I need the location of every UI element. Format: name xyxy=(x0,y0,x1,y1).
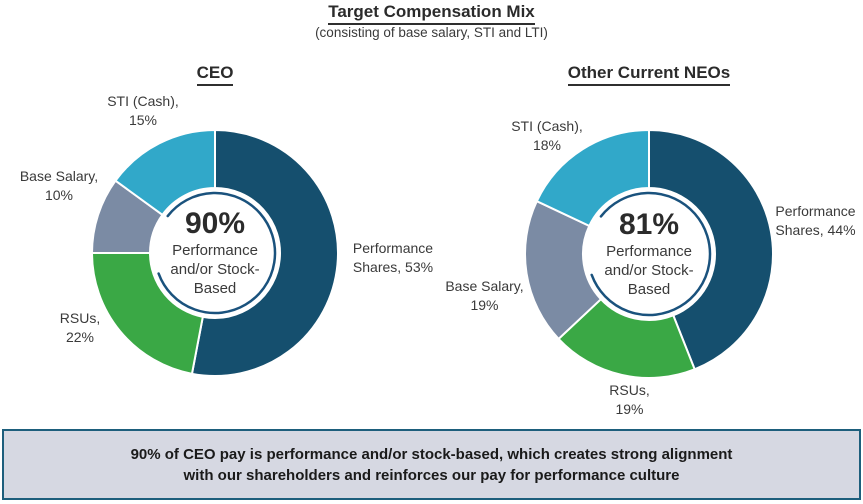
slice-label-line-0: RSUs, xyxy=(609,382,650,398)
slice-label-rsus-ceo: RSUs, 22% xyxy=(30,309,130,346)
slice-label-line-0: Base Salary, xyxy=(19,168,99,184)
donut-center-value-other-current-neos: 81% xyxy=(618,208,680,241)
donut-slice-rsus-ceo xyxy=(90,252,204,375)
donut-center-line-0-other-current-neos: Performance xyxy=(606,243,692,260)
slice-label-line-1: 18% xyxy=(532,136,562,153)
slice-label-sti-cash-other-current-neos: STI (Cash), 18% xyxy=(492,117,602,154)
center-open-ring-ceo xyxy=(157,191,277,315)
summary-banner: 90% of CEO pay is performance and/or sto… xyxy=(2,429,861,500)
summary-banner-line2: with our shareholders and reinforces our… xyxy=(183,466,680,484)
slice-label-base-salary-other-current-neos: Base Salary, 19% xyxy=(432,277,537,314)
chart-title-text-ceo: CEO xyxy=(196,63,234,86)
slice-label-line-0: Performance xyxy=(775,203,856,219)
slice-label-line-1: 15% xyxy=(128,111,158,128)
slice-label-line-1: 19% xyxy=(615,400,644,417)
donut-center-line-1-ceo: and/or Stock- xyxy=(170,261,260,278)
donut-slice-sti-cash-ceo xyxy=(114,128,216,217)
donut-chart-ceo xyxy=(90,128,339,377)
donut-center-line-2-ceo: Based xyxy=(193,280,237,297)
slice-label-line-1: 10% xyxy=(44,186,74,203)
donut-slice-performance-shares-other-current-neos xyxy=(648,128,774,371)
donut-center-line-1-other-current-neos: and/or Stock- xyxy=(604,262,694,279)
page-title-text: Target Compensation Mix xyxy=(328,2,535,25)
donut-center-label-other-current-neos: 81% Performance and/or Stock- Based xyxy=(579,208,719,299)
slice-label-line-0: STI (Cash), xyxy=(107,93,179,109)
center-open-ring-other-current-neos xyxy=(590,191,712,317)
page-subtitle: (consisting of base salary, STI and LTI) xyxy=(315,25,548,40)
slice-label-performance-shares-other-current-neos: Performance Shares, 44% xyxy=(768,202,863,239)
slice-label-performance-shares-ceo: Performance Shares, 53% xyxy=(338,239,448,276)
slice-label-rsus-other-current-neos: RSUs, 19% xyxy=(582,381,677,418)
donut-slice-performance-shares-ceo xyxy=(190,128,339,377)
slice-label-line-0: Performance xyxy=(352,240,434,256)
donut-slice-sti-cash-other-current-neos xyxy=(535,128,650,228)
donut-center-value-ceo: 90% xyxy=(184,207,246,240)
slice-label-base-salary-ceo: Base Salary, 10% xyxy=(5,167,113,204)
slice-label-line-1: Shares, 44% xyxy=(775,221,856,238)
page-title: Target Compensation Mix xyxy=(0,2,863,25)
chart-title-text-other-current-neos: Other Current NEOs xyxy=(567,63,731,86)
chart-title-ceo: CEO xyxy=(155,63,275,86)
chart-title-other-current-neos: Other Current NEOs xyxy=(539,63,759,86)
slice-label-line-0: Base Salary, xyxy=(445,278,524,294)
summary-banner-line1: 90% of CEO pay is performance and/or sto… xyxy=(130,445,733,463)
donut-center-line-0-ceo: Performance xyxy=(172,242,258,259)
slice-label-line-1: 22% xyxy=(65,328,95,345)
donut-chart-other-current-neos xyxy=(524,128,774,379)
donut-center-label-ceo: 90% Performance and/or Stock- Based xyxy=(145,207,285,298)
donut-center-line-2-other-current-neos: Based xyxy=(627,281,671,298)
slice-label-line-1: Shares, 53% xyxy=(352,258,434,275)
slice-label-line-0: RSUs, xyxy=(59,310,101,326)
slice-label-line-0: STI (Cash), xyxy=(511,118,583,134)
slice-label-sti-cash-ceo: STI (Cash), 15% xyxy=(88,92,198,129)
slice-label-line-1: 19% xyxy=(470,296,499,313)
